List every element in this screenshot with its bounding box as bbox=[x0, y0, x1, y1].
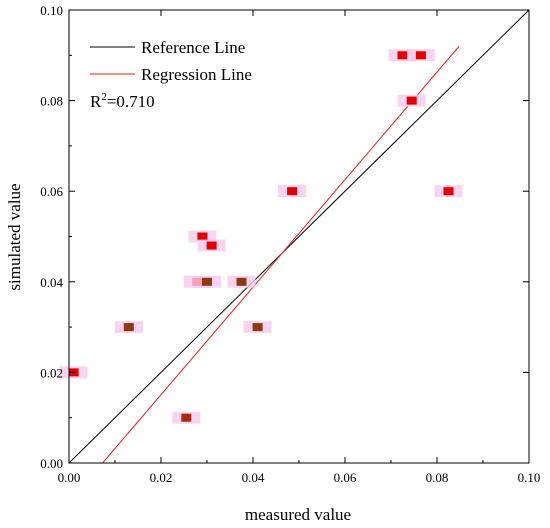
data-point bbox=[406, 96, 417, 105]
regression-line bbox=[102, 45, 460, 464]
legend-regression-line-label: Regression Line bbox=[141, 65, 252, 84]
r-squared-superscript: 2 bbox=[101, 91, 107, 103]
data-point bbox=[197, 232, 208, 241]
data-point bbox=[202, 277, 212, 286]
plot-marks bbox=[59, 9, 530, 464]
data-point bbox=[236, 277, 247, 286]
data-point bbox=[252, 323, 263, 332]
x-tick-label: 0.02 bbox=[150, 470, 173, 485]
x-tick-label: 0.06 bbox=[334, 470, 357, 485]
data-point bbox=[123, 323, 134, 332]
y-tick-label: 0.00 bbox=[40, 456, 63, 471]
y-tick-label: 0.10 bbox=[40, 3, 63, 18]
data-point bbox=[397, 51, 408, 60]
y-tick-label: 0.08 bbox=[40, 94, 63, 109]
r-squared-annotation: R2=0.710 bbox=[90, 91, 155, 111]
x-axis-title: measured value bbox=[245, 505, 351, 524]
r-squared-symbol: R bbox=[90, 92, 102, 111]
data-point bbox=[415, 51, 426, 60]
data-point bbox=[181, 413, 192, 422]
y-axis-title: simulated value bbox=[5, 183, 24, 290]
r-squared-value: =0.710 bbox=[107, 92, 155, 111]
legend: Reference Line Regression Line bbox=[90, 38, 252, 84]
data-point bbox=[287, 187, 298, 196]
reference-line bbox=[68, 9, 530, 464]
y-tick-label: 0.06 bbox=[40, 184, 63, 199]
data-point bbox=[443, 187, 454, 196]
x-tick-label: 0.04 bbox=[242, 470, 265, 485]
data-point bbox=[206, 241, 217, 250]
legend-reference-line-label: Reference Line bbox=[141, 38, 245, 57]
y-tick-label: 0.04 bbox=[40, 275, 63, 290]
y-tick-label: 0.02 bbox=[40, 365, 63, 380]
x-tick-label: 0.00 bbox=[58, 470, 81, 485]
x-tick-label: 0.10 bbox=[518, 470, 541, 485]
x-tick-label: 0.08 bbox=[426, 470, 449, 485]
axis-ticks: 0.000.00 0.02 0.02 0.04 0.04 0.06 0.06 0.08 0.08… bbox=[40, 3, 540, 485]
